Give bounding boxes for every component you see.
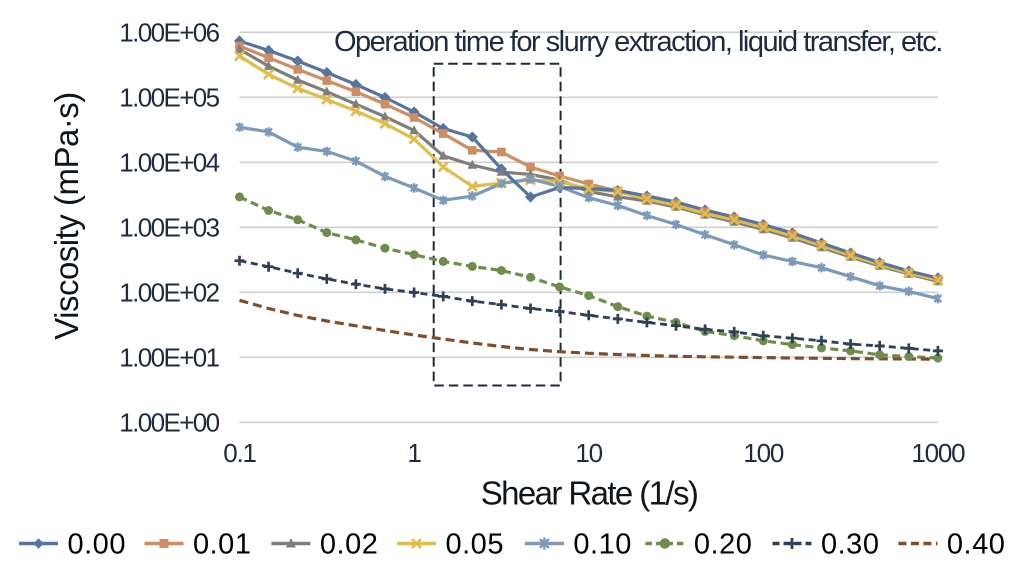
svg-text:1.00E+03: 1.00E+03 [119, 213, 219, 243]
svg-text:1.00E+06: 1.00E+06 [119, 18, 219, 48]
svg-text:Viscosity (mPa·s): Viscosity (mPa·s) [48, 92, 85, 340]
svg-text:100: 100 [743, 438, 784, 468]
svg-text:1: 1 [407, 438, 421, 468]
svg-text:1.00E+04: 1.00E+04 [119, 148, 219, 178]
svg-text:1.00E+02: 1.00E+02 [119, 278, 219, 308]
svg-text:0.01: 0.01 [193, 529, 251, 561]
svg-text:1.00E+05: 1.00E+05 [119, 83, 219, 113]
svg-text:0.05: 0.05 [446, 529, 504, 561]
svg-text:0.10: 0.10 [573, 529, 631, 561]
svg-text:0.00: 0.00 [68, 529, 126, 561]
svg-text:0.20: 0.20 [694, 529, 752, 561]
svg-text:1.00E+00: 1.00E+00 [119, 408, 219, 438]
svg-text:0.40: 0.40 [947, 529, 1005, 561]
svg-text:Operation time for slurry extr: Operation time for slurry extraction, li… [334, 26, 942, 58]
svg-text:10: 10 [575, 438, 602, 468]
svg-text:Shear Rate (1/s): Shear Rate (1/s) [481, 475, 698, 512]
svg-text:1000: 1000 [911, 438, 965, 468]
svg-text:0.02: 0.02 [320, 529, 378, 561]
svg-text:1.00E+01: 1.00E+01 [119, 343, 219, 373]
svg-text:0.1: 0.1 [223, 438, 256, 468]
svg-text:0.30: 0.30 [821, 529, 879, 561]
